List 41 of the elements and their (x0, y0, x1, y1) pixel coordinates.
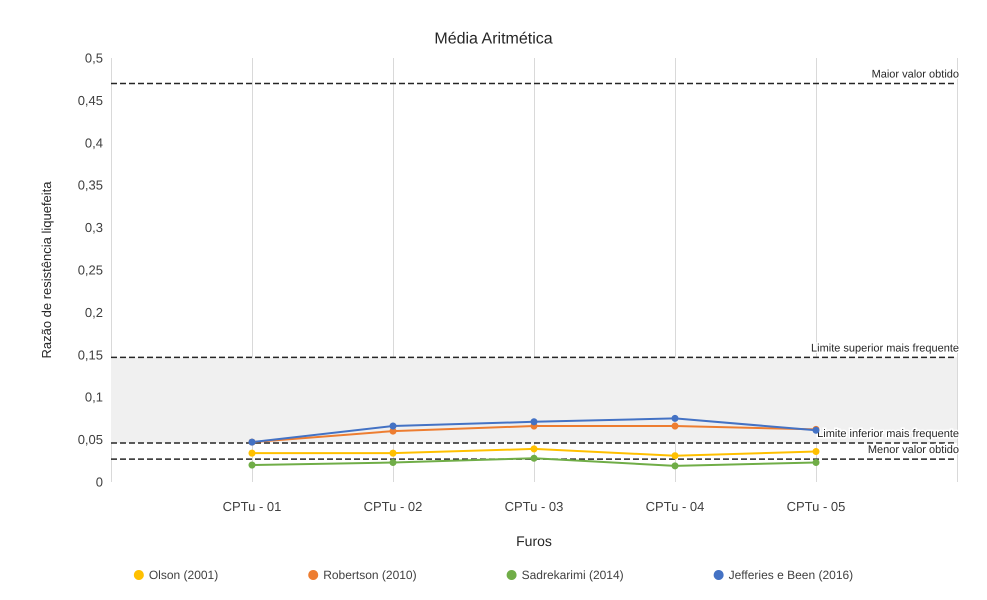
y-tick-label: 0,15 (78, 347, 103, 362)
ref-line-label: Limite inferior mais frequente (817, 428, 959, 440)
point (248, 462, 256, 469)
y-tick-label: 0,2 (84, 304, 103, 320)
y-tick-label: 0 (96, 474, 103, 490)
y-axis-title: Razão de resistência liquefeita (39, 180, 54, 359)
legend-label: Sadrekarimi (2014) (522, 568, 624, 582)
point (530, 454, 538, 462)
point (812, 448, 820, 455)
y-tick-label: 0,1 (84, 390, 103, 405)
x-tick-label: CPTu - 05 (786, 499, 846, 514)
y-tick-label: 0,5 (84, 50, 103, 66)
ref-line-label: Menor valor obtido (868, 444, 959, 456)
legend-label: Jefferies e Been (2016) (728, 568, 854, 582)
ref-line-label: Limite superior mais frequente (811, 342, 959, 354)
y-tick-label: 0,3 (84, 220, 103, 236)
x-tick-label: CPTu - 03 (504, 499, 564, 514)
point (812, 459, 820, 466)
y-tick-label: 0,05 (78, 432, 103, 448)
x-tick-label: CPTu - 02 (364, 499, 422, 514)
point (672, 462, 678, 470)
x-tick-label: CPTu - 01 (222, 499, 282, 514)
point (390, 422, 396, 430)
x-axis-title: Furos (516, 533, 552, 549)
point (672, 414, 678, 422)
ref-line-label: Maior valor obtido (872, 68, 959, 80)
point (248, 450, 256, 457)
point (672, 422, 678, 430)
chart-title: Média Aritmética (434, 30, 553, 48)
y-tick-label: 0,45 (78, 92, 103, 108)
x-tick-label: CPTu - 04 (646, 499, 704, 514)
point (530, 418, 538, 426)
y-tick-label: 0,4 (84, 135, 103, 150)
legend-label: Robertson (2010) (323, 568, 417, 582)
point (672, 452, 678, 460)
y-tick-label: 0,25 (78, 262, 103, 278)
point (530, 445, 538, 452)
y-tick-label: 0,35 (78, 178, 103, 193)
point (390, 450, 396, 457)
point (390, 459, 396, 466)
legend-label: Olson (2001) (148, 568, 218, 582)
